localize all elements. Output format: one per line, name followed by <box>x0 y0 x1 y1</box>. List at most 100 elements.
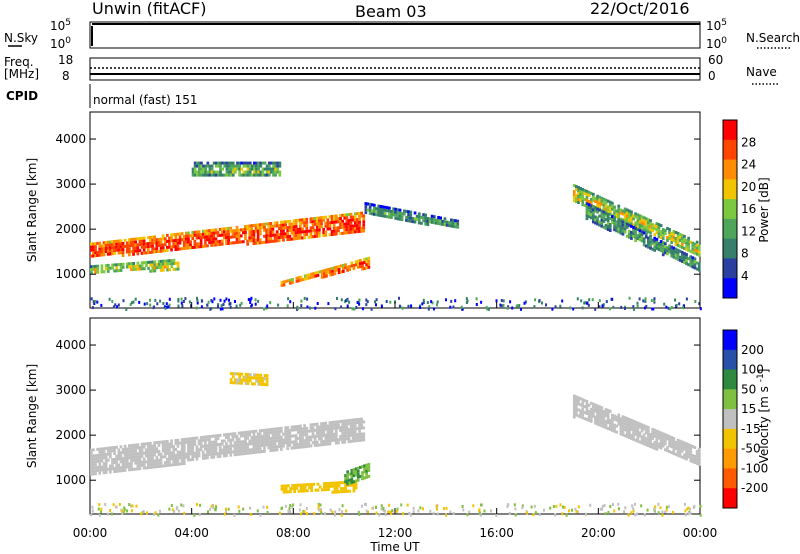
heatmap-cell <box>326 442 330 446</box>
heatmap-cell <box>604 201 608 205</box>
heatmap-cell <box>201 453 205 457</box>
heatmap-cell <box>284 484 288 488</box>
heatmap-cell <box>270 167 273 171</box>
heatmap-cell <box>215 170 218 174</box>
heatmap-cell <box>333 269 337 273</box>
date-title: 22/Oct/2016 <box>590 0 690 18</box>
heatmap-cell <box>212 446 216 450</box>
heatmap-cell <box>277 430 281 434</box>
heatmap-cell <box>456 225 460 229</box>
heatmap-cell <box>606 208 610 212</box>
heatmap-cell <box>178 238 182 242</box>
heatmap-cell <box>659 243 663 247</box>
heatmap-cell <box>665 508 668 512</box>
heatmap-cell <box>323 482 326 486</box>
heatmap-cell <box>242 161 246 165</box>
heatmap-cell <box>218 242 222 246</box>
heatmap-cell <box>676 257 680 261</box>
heatmap-cell <box>286 444 290 448</box>
heatmap-cell <box>138 243 142 247</box>
heatmap-cell <box>615 430 618 434</box>
heatmap-cell <box>90 457 93 461</box>
heatmap-cell <box>256 444 260 448</box>
heatmap-cell <box>377 210 380 214</box>
heatmap-cell <box>209 307 212 311</box>
heatmap-cell <box>225 436 228 440</box>
heatmap-cell <box>235 231 239 235</box>
heatmap-cell <box>142 466 146 470</box>
heatmap-cell <box>358 220 361 224</box>
heatmap-cell <box>668 250 671 254</box>
heatmap-cell <box>130 444 133 448</box>
heatmap-cell <box>242 434 245 438</box>
heatmap-cell <box>187 452 190 456</box>
heatmap-cell <box>216 240 220 244</box>
heatmap-cell <box>362 435 366 439</box>
heatmap-cell <box>277 233 281 237</box>
heatmap-cell <box>326 436 330 440</box>
heatmap-cell <box>572 409 576 413</box>
heatmap-cell <box>413 217 417 221</box>
heatmap-cell <box>664 248 667 252</box>
heatmap-cell <box>604 226 608 230</box>
heatmap-cell <box>157 266 161 269</box>
heatmap-cell <box>356 218 359 222</box>
heatmap-cell <box>191 173 195 177</box>
heatmap-cell <box>454 225 457 229</box>
heatmap-cell <box>273 436 277 440</box>
heatmap-cell <box>267 170 271 174</box>
heatmap-cell <box>562 505 564 509</box>
heatmap-cell <box>174 242 178 245</box>
heatmap-cell <box>315 443 319 447</box>
heatmap-cell <box>363 258 366 261</box>
heatmap-cell <box>525 511 528 515</box>
heatmap-cell <box>132 249 135 253</box>
heatmap-cell <box>149 453 152 457</box>
heatmap-cell <box>206 235 209 239</box>
heatmap-cell <box>377 204 380 208</box>
heatmap-cell <box>187 443 190 447</box>
colorbar-swatch <box>723 278 737 299</box>
heatmap-cell <box>208 229 211 233</box>
heatmap-cell <box>668 234 671 237</box>
heatmap-cell <box>233 229 237 233</box>
heatmap-cell <box>249 506 251 510</box>
heatmap-cell <box>638 440 642 444</box>
heatmap-cell <box>368 205 372 209</box>
heatmap-cell <box>345 428 349 432</box>
heatmap-cell <box>184 297 187 301</box>
heatmap-cell <box>166 233 169 237</box>
heatmap-cell <box>273 233 277 237</box>
heatmap-cell <box>634 239 637 243</box>
heatmap-cell <box>367 256 371 260</box>
heatmap-cell <box>337 441 340 445</box>
heatmap-cell <box>621 218 625 222</box>
heatmap-cell <box>147 242 150 246</box>
heatmap-cell <box>219 170 222 174</box>
heatmap-cell <box>254 226 258 230</box>
heatmap-cell <box>549 506 552 510</box>
heatmap-cell <box>592 414 595 418</box>
heatmap-cell <box>600 412 604 416</box>
heatmap-cell <box>244 452 247 455</box>
heatmap-cell <box>117 245 121 249</box>
heatmap-cell <box>337 265 341 268</box>
heatmap-cell <box>237 443 241 447</box>
heatmap-cell <box>697 247 701 251</box>
heatmap-cell <box>130 468 133 472</box>
heatmap-cell <box>367 262 371 266</box>
heatmap-cell <box>613 423 616 427</box>
velocity-unit-tail: ] <box>757 369 771 374</box>
heatmap-cell <box>665 305 668 309</box>
heatmap-cell <box>600 224 604 228</box>
heatmap-cell <box>223 512 226 516</box>
heatmap-cell <box>606 213 610 216</box>
heatmap-cell <box>267 231 271 235</box>
heatmap-cell <box>358 438 361 442</box>
colorbar-tick-label: 20 <box>741 180 756 194</box>
time-xlabel: Time UT <box>369 540 420 554</box>
heatmap-cell <box>697 262 701 266</box>
heatmap-cell <box>140 267 144 271</box>
heatmap-cell <box>589 416 593 420</box>
heatmap-cell <box>199 245 203 249</box>
